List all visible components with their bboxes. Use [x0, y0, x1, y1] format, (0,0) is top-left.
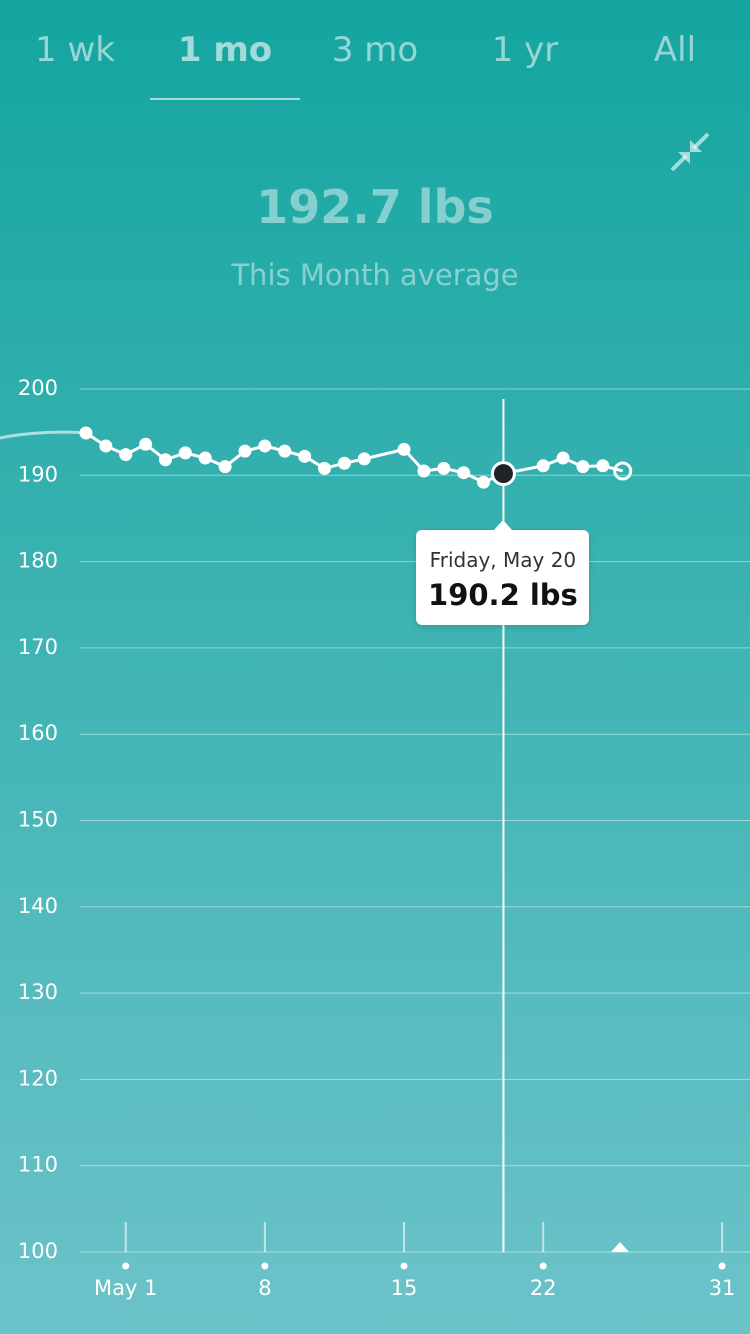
today-marker: [611, 1242, 629, 1252]
x-tick-label: 31: [709, 1276, 736, 1300]
point: [337, 456, 351, 470]
point: [178, 446, 192, 460]
point: [119, 448, 133, 462]
x-tick-dot: [261, 1262, 269, 1270]
tab[interactable]: 3 mo: [331, 30, 419, 70]
tooltip-value: 190.2 lbs: [428, 577, 578, 612]
x-tick-dot: [122, 1262, 130, 1270]
point: [397, 442, 411, 456]
y-tick-label: 130: [18, 980, 58, 1004]
y-tick-label: 160: [18, 721, 58, 745]
point: [198, 451, 212, 465]
tab[interactable]: All: [653, 30, 697, 70]
tab[interactable]: 1 wk: [35, 30, 115, 70]
x-tick-label: 15: [391, 1276, 418, 1300]
point: [596, 459, 610, 473]
point: [417, 464, 431, 478]
average-value: 192.7 lbs: [256, 180, 494, 234]
x-tick-dot: [539, 1262, 547, 1270]
point: [298, 449, 312, 463]
point: [238, 444, 252, 458]
y-tick-label: 100: [18, 1239, 58, 1263]
point: [457, 466, 471, 480]
y-tick-label: 170: [18, 635, 58, 659]
point: [158, 453, 172, 467]
y-tick-label: 200: [18, 376, 58, 400]
y-tick-label: 110: [18, 1153, 58, 1177]
x-tick-dot: [718, 1262, 726, 1270]
selected-point: [490, 461, 516, 487]
point: [357, 452, 371, 466]
range-tabs: 1 wk 1 mo 3 mo 1 yr All: [0, 0, 750, 100]
x-tick-label: 8: [258, 1276, 271, 1300]
point: [437, 461, 451, 475]
point: [536, 459, 550, 473]
point: [258, 439, 272, 453]
tab-active[interactable]: 1 mo: [150, 0, 300, 100]
tooltip: Friday, May 20 190.2 lbs: [416, 519, 590, 625]
tooltip-date: Friday, May 20: [429, 547, 577, 572]
y-tick-label: 140: [18, 894, 58, 918]
y-tick-label: 150: [18, 808, 58, 832]
point: [318, 461, 332, 475]
x-tick-label: May 1: [94, 1276, 157, 1300]
point: [477, 475, 491, 489]
point: [99, 439, 113, 453]
average-caption: This Month average: [231, 258, 519, 292]
point: [556, 451, 570, 465]
collapse-button[interactable]: [668, 130, 712, 174]
point: [218, 460, 232, 474]
point: [576, 460, 590, 474]
y-tick-label: 180: [18, 549, 58, 573]
x-tick-dot: [400, 1262, 408, 1270]
trend-lead: [0, 430, 92, 440]
point: [278, 444, 292, 458]
point: [79, 426, 93, 440]
point: [139, 437, 153, 451]
point: [613, 461, 633, 481]
x-tick-label: 22: [530, 1276, 557, 1300]
y-tick-label: 190: [18, 462, 58, 486]
tab[interactable]: 1 yr: [491, 30, 559, 70]
y-tick-label: 120: [18, 1066, 58, 1090]
